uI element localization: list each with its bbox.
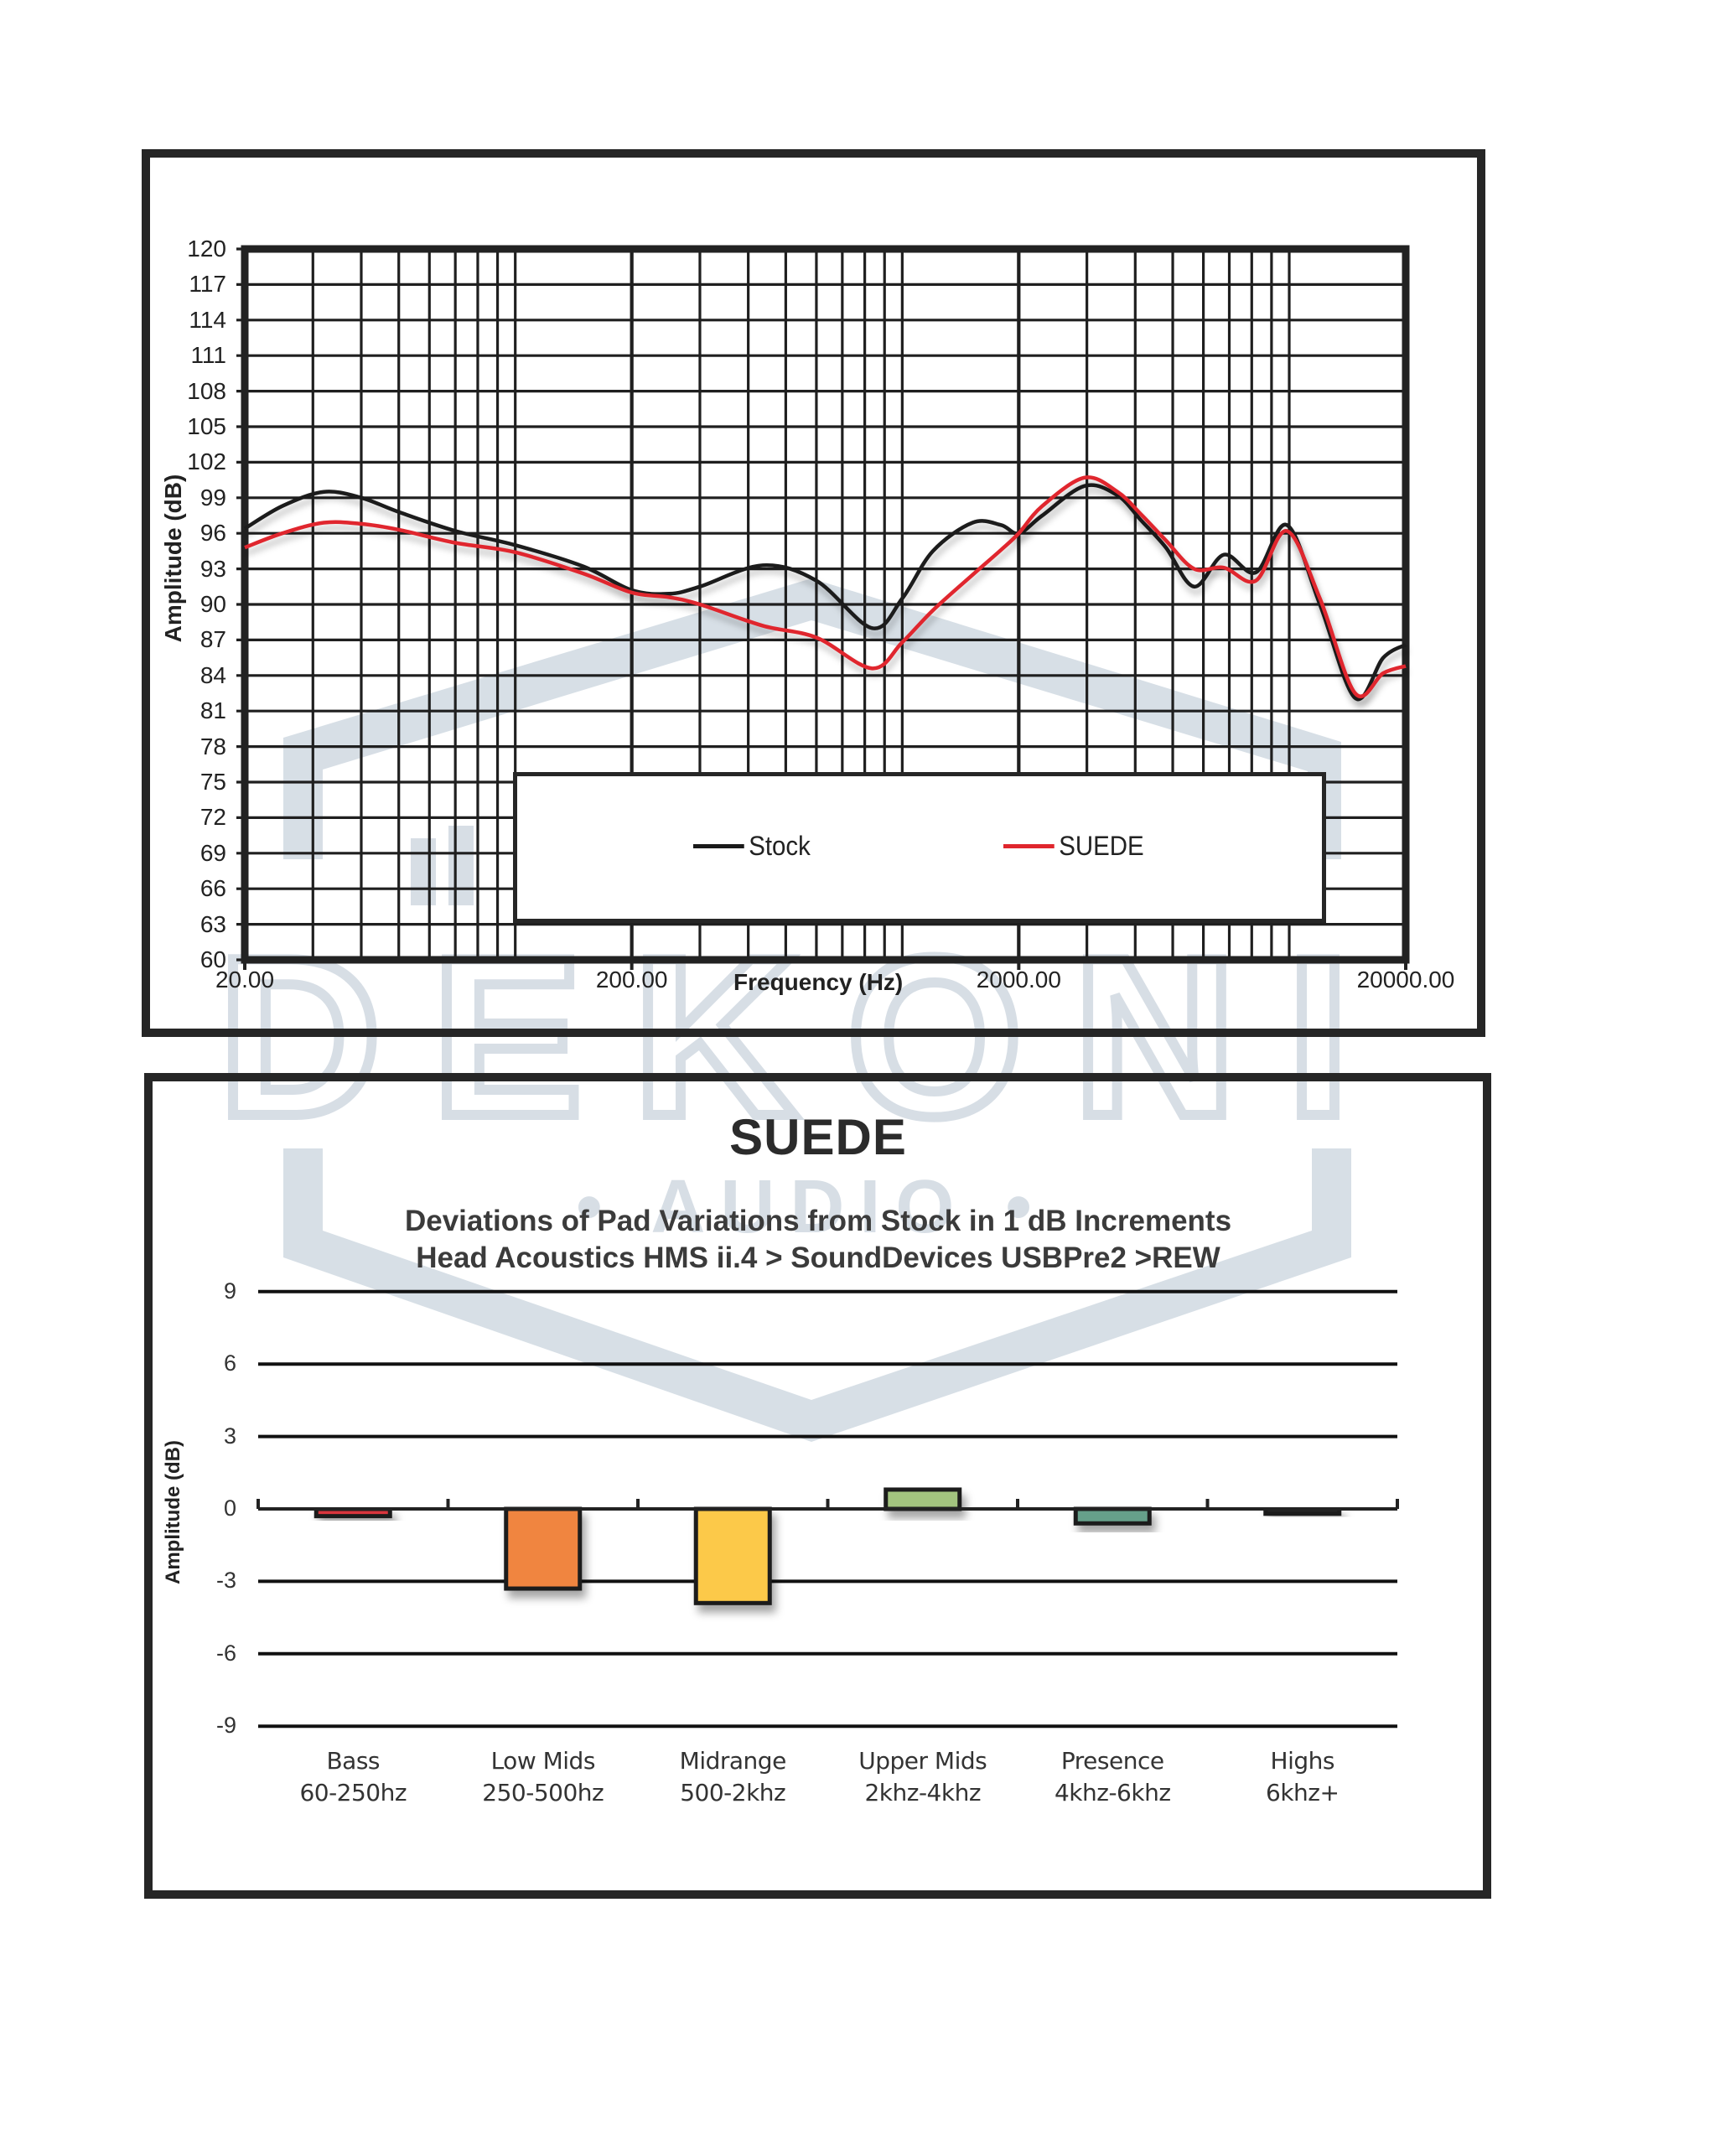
y-tick-label: 75	[200, 769, 226, 795]
bar-y-tick-label: 9	[223, 1278, 236, 1304]
deviation-chart-title: SUEDE	[729, 1109, 907, 1165]
y-tick-label: 120	[187, 236, 226, 262]
category-label: Low Mids 250-500hz	[482, 1747, 604, 1806]
y-tick-label: 84	[200, 661, 226, 688]
bar-2	[693, 1506, 772, 1605]
y-tick-label: 102	[187, 448, 226, 475]
legend-item-stock: Stock	[693, 831, 811, 862]
y-tick-label: 90	[200, 591, 226, 617]
bar-y-tick-label: 6	[223, 1350, 236, 1376]
category-label: Midrange 500-2khz	[679, 1747, 787, 1806]
y-tick-label: 96	[200, 520, 226, 547]
x-tick-label: 2000.00	[976, 967, 1061, 993]
series-line-stock	[243, 483, 1407, 702]
series-line-suede	[244, 475, 1407, 698]
bar-3	[884, 1487, 962, 1511]
deviation-chart-subtitle-1: Deviations of Pad Variations from Stock …	[404, 1205, 1232, 1237]
y-tick-label: 99	[200, 484, 226, 511]
category-label: Upper Mids 2khz-4khz	[858, 1747, 987, 1806]
y-tick-label: 87	[200, 626, 226, 653]
deviation-chart-frame	[144, 1073, 1491, 1899]
bar-y-tick-label: 3	[223, 1423, 236, 1449]
plot-border	[241, 245, 1410, 964]
category-label: Bass 60-250hz	[299, 1747, 407, 1806]
y-tick-label: 111	[190, 342, 226, 369]
bar-y-tick-label: -3	[215, 1568, 236, 1594]
category-label: Highs 6khz+	[1266, 1747, 1340, 1806]
x-tick-label: 200.00	[595, 967, 668, 993]
legend-label-stock: Stock	[749, 831, 811, 861]
y-tick-label: 105	[187, 413, 226, 439]
y-tick-label: 78	[200, 733, 226, 759]
bar-4	[1073, 1506, 1152, 1526]
y-tick-label: 81	[200, 697, 226, 724]
y-tick-label: 72	[200, 804, 226, 831]
bar-y-tick-label: 0	[223, 1495, 236, 1521]
y-tick-label: 108	[187, 377, 226, 404]
y-tick-label: 114	[189, 306, 226, 333]
legend-swatch-suede	[1003, 844, 1055, 848]
bar-y-tick-label: -6	[215, 1640, 236, 1666]
frequency-chart-frame	[142, 149, 1485, 1037]
y-tick-label: 66	[200, 875, 226, 902]
legend-swatch-stock	[693, 844, 744, 848]
y-tick-label: 69	[200, 839, 226, 866]
chart-legend: Stock SUEDE	[513, 772, 1326, 923]
y-tick-label: 93	[200, 555, 226, 582]
x-tick-label: 20.00	[215, 967, 275, 993]
bar-1	[504, 1506, 583, 1591]
deviation-chart-subtitle-2: Head Acoustics HMS ii.4 > SoundDevices U…	[416, 1241, 1220, 1274]
y-tick-label: 117	[189, 271, 226, 298]
legend-label-suede: SUEDE	[1059, 831, 1144, 861]
legend-item-suede: SUEDE	[1003, 831, 1144, 862]
frequency-x-axis-title: Frequency (Hz)	[733, 969, 904, 995]
y-tick-label: 60	[200, 946, 226, 972]
x-tick-label: 20000.00	[1356, 967, 1455, 993]
bar-y-tick-label: -9	[215, 1713, 236, 1739]
y-tick-label: 63	[200, 910, 226, 937]
deviation-y-axis-title: Amplitude (dB)	[162, 1440, 184, 1584]
category-label: Presence 4khz-6khz	[1054, 1747, 1171, 1806]
